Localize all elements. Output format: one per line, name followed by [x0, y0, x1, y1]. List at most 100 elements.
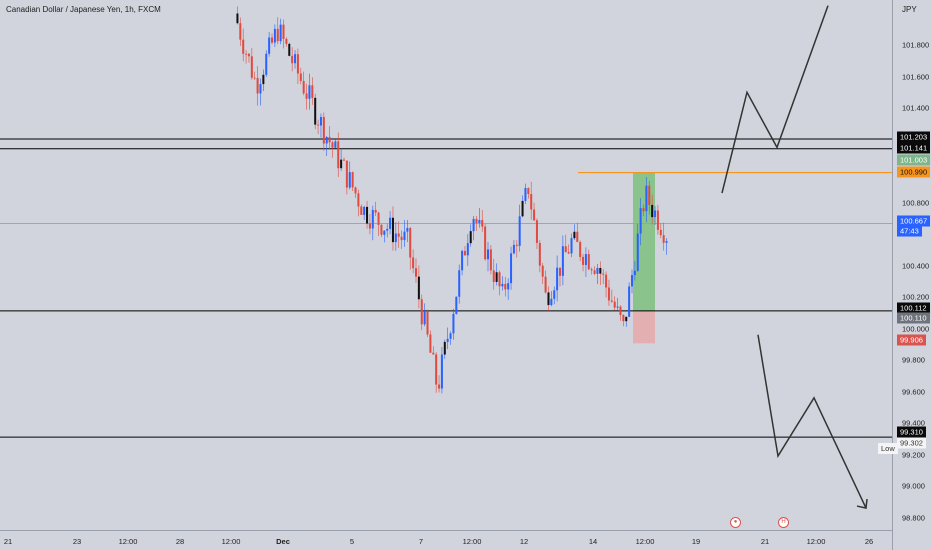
price-tag: 100.990: [897, 166, 931, 178]
candle-body: [420, 299, 423, 325]
time-tick-label: 19: [691, 537, 701, 546]
price-tick-label: 101.800: [902, 40, 930, 50]
candle-body: [270, 37, 274, 43]
candle-body: [582, 256, 585, 265]
candle-body: [622, 315, 625, 322]
time-tick-label: 28: [175, 537, 185, 546]
time-tick-label: 21: [3, 537, 13, 546]
price-tick-label: 101.600: [902, 72, 930, 81]
candle-body: [345, 160, 348, 188]
time-tick-label: 21: [760, 537, 770, 546]
candle-body: [285, 38, 288, 44]
candle-body: [391, 217, 394, 243]
price-tag: 100.667: [897, 215, 931, 227]
price-tick-label: 100.000: [902, 324, 930, 333]
candle-body: [628, 286, 631, 317]
candle-body: [371, 209, 374, 229]
projection-arrow-head: [856, 498, 868, 509]
price-tick-label: 100.400: [902, 261, 930, 270]
candle-body: [665, 241, 668, 243]
candle-body: [619, 306, 622, 316]
candle-body: [397, 233, 400, 237]
candle-body: [282, 24, 285, 39]
time-tick-label: 5: [349, 537, 355, 546]
candle-body: [435, 354, 438, 385]
price-tag: 47:43: [897, 225, 922, 237]
candle-body: [599, 267, 602, 274]
candle-body: [429, 334, 432, 353]
candle-body: [498, 272, 501, 287]
candle-body: [337, 141, 340, 169]
candle-body: [659, 229, 662, 236]
candle-body: [656, 210, 659, 230]
candle-body: [354, 187, 357, 194]
candle-body: [406, 227, 409, 232]
candle-body: [481, 220, 484, 227]
candle-body: [446, 338, 449, 342]
economic-event-icon[interactable]: H: [778, 517, 789, 528]
candle-body: [299, 73, 302, 82]
candle-body: [561, 246, 564, 276]
candle-body: [547, 292, 550, 306]
price-tag: 100.112: [897, 302, 930, 314]
candle-body: [247, 53, 250, 57]
candle-body: [461, 250, 464, 271]
bullish-projection-path: [721, 5, 829, 194]
candle-body: [273, 28, 276, 43]
price-tag: 100.110: [897, 312, 930, 324]
price-tag: 99.906: [897, 334, 926, 346]
price-tag: 101.003: [897, 154, 931, 166]
candle-body: [633, 270, 636, 276]
candle-body: [579, 241, 582, 257]
candle-body: [489, 249, 492, 271]
candle-body: [242, 39, 245, 54]
candle-body: [515, 244, 518, 246]
candle-body: [245, 53, 248, 55]
candle-body: [236, 13, 239, 24]
economic-event-icon[interactable]: ●: [730, 517, 741, 528]
candle-body: [556, 267, 559, 291]
candle-body: [389, 217, 392, 229]
candle-body: [602, 273, 605, 275]
candle-body: [380, 224, 383, 235]
candle-body: [239, 23, 242, 40]
candle-body: [377, 212, 380, 225]
candle-body: [440, 354, 443, 389]
candle-body: [573, 231, 576, 239]
candle-body: [400, 236, 403, 241]
candle-body: [587, 254, 590, 270]
candle-body: [394, 233, 397, 243]
price-tick-label: 101.400: [902, 103, 930, 113]
price-tick-label: 99.400: [902, 418, 925, 428]
candle-body: [463, 250, 466, 256]
candle-body: [472, 218, 475, 232]
candle-body: [651, 204, 654, 218]
price-tick-label: 99.600: [902, 387, 925, 396]
candle-body: [432, 352, 435, 355]
candle-body: [256, 77, 259, 94]
candle-body: [276, 28, 279, 42]
price-tick-label: 99.800: [902, 355, 925, 365]
candle-body: [553, 290, 556, 299]
candle-body: [311, 85, 314, 98]
time-tick-label: 12:00: [118, 537, 138, 546]
time-axis-divider: [0, 530, 892, 531]
time-tick-label: 12:00: [462, 537, 482, 546]
bearish-projection-path: [757, 334, 867, 509]
candle-body: [630, 275, 634, 287]
candle-body: [475, 218, 478, 223]
candle-body: [363, 206, 366, 215]
candle-body: [596, 267, 599, 274]
time-tick-label: 12:00: [635, 537, 655, 546]
candle-body: [613, 301, 616, 308]
price-tick-label: 100.800: [902, 198, 930, 207]
candle-body: [360, 206, 363, 215]
candle-body: [642, 208, 645, 212]
candle-body: [403, 231, 406, 241]
price-tick-label: 99.000: [902, 481, 925, 491]
candle-body: [518, 216, 521, 246]
price-tag: 101.203: [897, 131, 931, 143]
candle-body: [654, 210, 657, 218]
